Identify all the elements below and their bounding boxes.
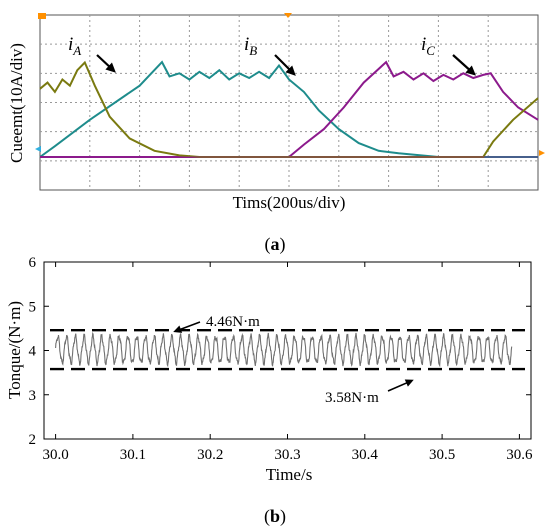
panel-a: iA iB iC Tims(200us/div) Cueemt(10A/div) (…: [7, 13, 545, 255]
torque-series: [55, 331, 513, 368]
x-tick-label: 30.1: [120, 447, 146, 463]
scope-traces: [39, 60, 539, 158]
trigger-position-icon: [284, 13, 292, 18]
a-ylabel: Cueemt(10A/div): [7, 43, 26, 163]
reference-lines: 4.46N·m 3.58N·m: [50, 314, 525, 406]
arrow-head-icon: [404, 379, 414, 387]
y-tick-label: 2: [29, 432, 37, 448]
trigger-marker-icon: [38, 13, 46, 19]
x-tick-label: 30.5: [429, 447, 455, 463]
trace-iB: [40, 60, 539, 158]
x-tick-label: 30.4: [352, 447, 379, 463]
b-panel-label: (b): [264, 506, 286, 527]
panel-b: 30.0 30.1 30.2 30.3 30.4 30.5 30.6 2 3 4 5 6 4.46N·…: [5, 255, 533, 527]
x-tick-label: 30.0: [42, 447, 68, 463]
arrow-head-icon: [465, 65, 476, 76]
trace-iC: [39, 60, 539, 158]
y-tick-label: 6: [29, 255, 37, 271]
reference-label: 4.46N·m: [206, 314, 260, 330]
x-tick-label: 30.6: [506, 447, 533, 463]
scope-grid: [40, 15, 538, 190]
channel-marker-right-icon: [539, 150, 545, 156]
x-tick-label: 30.2: [197, 447, 223, 463]
a-xlabel: Tims(200us/div): [233, 193, 346, 212]
y-tick-label: 5: [29, 299, 37, 315]
channel-marker-icon: [35, 146, 41, 152]
arrow-head-icon: [105, 62, 116, 73]
trace-iA: [39, 60, 538, 158]
torque-trace: [55, 331, 513, 368]
x-tick-label: 30.3: [274, 447, 300, 463]
axis-ticks: 30.0 30.1 30.2 30.3 30.4 30.5 30.6 2 3 4 5 6: [29, 255, 534, 463]
y-tick-label: 3: [29, 388, 37, 404]
arrow-head-icon: [173, 325, 183, 333]
b-xlabel: Time/s: [266, 465, 313, 484]
reference-label: 3.58N·m: [325, 390, 379, 406]
arrow-head-icon: [285, 65, 296, 76]
y-tick-label: 4: [29, 344, 37, 360]
a-panel-label: (a): [265, 234, 286, 255]
b-ylabel: Tonque/(N·m): [5, 301, 24, 399]
